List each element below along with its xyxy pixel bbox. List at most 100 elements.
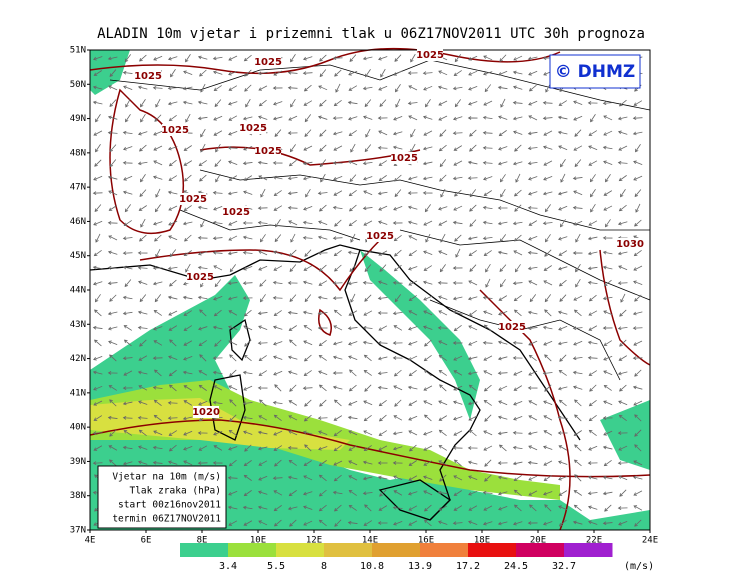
colorbar-label: 17.2 (456, 561, 480, 572)
wind-arrow (527, 310, 538, 315)
wind-arrow (169, 249, 177, 258)
wind-arrow (290, 54, 296, 63)
wind-arrow (438, 310, 448, 316)
isobar-label: 1025 (186, 272, 214, 283)
wind-arrow (634, 294, 642, 302)
wind-arrow (259, 234, 266, 243)
wind-arrow (407, 491, 418, 496)
wind-arrow (152, 356, 163, 360)
wind-arrow (212, 370, 223, 375)
wind-arrow (318, 280, 328, 286)
wind-arrow (408, 400, 418, 406)
wind-arrow (485, 278, 491, 288)
wind-arrow (348, 341, 358, 346)
wind-arrow (468, 250, 477, 257)
wind-arrow (393, 115, 403, 121)
wind-arrow (198, 445, 208, 451)
wind-arrow (334, 219, 342, 227)
wind-arrow (198, 384, 207, 391)
wind-arrow (123, 85, 133, 90)
isobar-label: 1025 (179, 194, 207, 205)
wind-arrow (257, 446, 268, 451)
wind-arrow (528, 280, 538, 286)
wind-arrow (124, 54, 132, 63)
wind-arrow (244, 444, 252, 452)
wind-arrow (452, 116, 463, 121)
wind-arrow (618, 355, 628, 361)
wind-arrow (557, 431, 568, 435)
wind-arrow (228, 310, 238, 316)
wind-arrow (513, 55, 523, 61)
wind-arrow (454, 234, 462, 242)
wind-arrow (303, 265, 313, 271)
wind-arrow (122, 386, 133, 390)
colorbar-label: 24.5 (504, 561, 528, 572)
wind-arrow (137, 131, 148, 136)
wind-arrow (350, 143, 356, 153)
wind-arrow (513, 250, 523, 256)
wind-arrow (528, 415, 538, 421)
wind-arrow (617, 281, 628, 285)
wind-arrow (603, 190, 613, 196)
wind-arrow (482, 145, 493, 150)
wind-arrow (275, 219, 281, 228)
wind-arrow (169, 339, 177, 347)
wind-arrow (228, 235, 238, 241)
wind-arrow (527, 431, 538, 436)
wind-arrow (95, 144, 101, 153)
wind-arrow (618, 145, 628, 151)
wind-arrow (125, 114, 131, 123)
wind-arrow (332, 341, 343, 346)
wind-arrow (92, 100, 103, 105)
wind-arrow (289, 384, 297, 392)
wind-arrow (483, 384, 492, 392)
wind-arrow (333, 175, 343, 181)
wind-arrow (482, 205, 493, 210)
wind-arrow (227, 251, 238, 256)
wind-arrow (363, 115, 373, 120)
wind-arrow (574, 399, 582, 407)
wind-arrow (558, 490, 568, 496)
wind-arrow (122, 401, 133, 406)
wind-arrow (287, 85, 298, 90)
wind-arrow (602, 236, 613, 240)
wind-arrow (633, 280, 643, 285)
wind-arrow (303, 475, 313, 481)
wind-arrow (558, 445, 568, 451)
wind-arrow (92, 431, 103, 436)
wind-arrow (244, 69, 252, 77)
wind-arrow (468, 490, 478, 496)
wind-arrow (423, 445, 433, 451)
wind-arrow (92, 85, 103, 90)
wind-arrow (407, 71, 418, 75)
wind-arrow (107, 371, 118, 375)
wind-arrow (497, 250, 508, 255)
wind-arrow (423, 265, 433, 271)
wind-arrow (574, 474, 582, 482)
wind-arrow (572, 251, 583, 255)
lon-label: 20E (530, 536, 546, 546)
wind-arrow (213, 85, 222, 91)
wind-arrow (543, 521, 553, 526)
wind-arrow (482, 295, 493, 300)
wind-arrow (378, 325, 388, 331)
wind-arrow (395, 98, 401, 108)
wind-arrow (394, 174, 402, 182)
wind-arrow (454, 99, 461, 108)
isobar-label-bg (180, 193, 206, 205)
wind-arrow (572, 356, 583, 361)
wind-arrow (408, 115, 418, 121)
wind-arrow (632, 475, 643, 480)
wind-arrow (303, 370, 312, 377)
wind-arrow (424, 204, 431, 213)
wind-arrow (407, 101, 418, 106)
wind-arrow (572, 385, 583, 390)
wind-arrow (303, 505, 313, 510)
wind-arrow (557, 266, 568, 271)
wind-arrow (334, 264, 342, 272)
wind-arrow (319, 264, 327, 272)
wind-arrow (452, 220, 463, 225)
isobar-label: 1025 (390, 153, 418, 164)
wind-arrow (498, 400, 508, 406)
wind-arrow (497, 521, 508, 526)
